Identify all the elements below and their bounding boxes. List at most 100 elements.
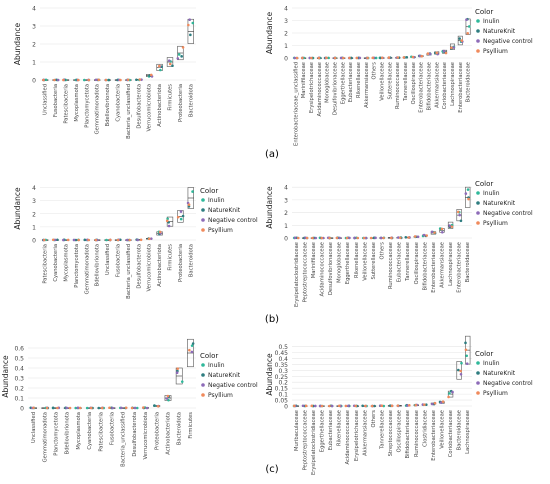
- data-point: [104, 78, 108, 82]
- data-point: [109, 238, 112, 242]
- data-point: [77, 238, 81, 242]
- legend-swatch: [201, 373, 205, 377]
- data-point: [62, 78, 65, 82]
- data-point: [327, 56, 330, 60]
- data-point: [317, 56, 321, 60]
- data-point: [458, 213, 461, 217]
- data-point: [94, 238, 98, 242]
- data-point: [77, 78, 80, 82]
- x-tick-label: Mycoplasmota: [64, 244, 70, 282]
- x-tick-label: Fusobacteria: [110, 412, 116, 445]
- data-point: [188, 348, 191, 352]
- x-tick-label: Oscillospiraceae: [414, 242, 420, 284]
- data-point: [382, 236, 385, 240]
- x-tick-label: Desulfobacterota: [136, 244, 142, 289]
- data-point: [176, 367, 180, 370]
- data-point: [423, 403, 426, 406]
- legend: Color Inulin NatureKnit Negative control Psy…: [475, 180, 533, 227]
- y-axis-label: Abundance: [265, 353, 274, 396]
- x-tick-label: Cyanobacteria: [87, 412, 93, 450]
- x-tick-label: Sutterellaceae: [387, 62, 393, 100]
- data-point: [374, 56, 378, 60]
- x-tick-label: Akkermansiaceae: [362, 410, 368, 456]
- x-tick-label: Erysipelatoclostridiaceae: [311, 410, 317, 475]
- x-tick-label: Clostridiaceae: [422, 410, 428, 447]
- data-point: [366, 56, 369, 60]
- x-tick-label: Bifidobacteriaceae: [405, 410, 411, 458]
- data-point: [176, 57, 180, 60]
- y-axis-label: Abundance: [265, 11, 274, 54]
- data-point: [166, 394, 170, 398]
- data-point: [328, 236, 331, 240]
- x-tick-label: Rikenellaceae: [356, 62, 362, 98]
- y-tick-label: 2: [32, 211, 36, 218]
- data-point: [45, 406, 49, 410]
- x-tick-label: Actinobacteriota: [157, 84, 163, 127]
- y-tick-label: 2: [284, 210, 288, 217]
- data-point: [133, 406, 137, 410]
- x-tick-label: Erysipelatoclostridiaceae: [294, 242, 300, 307]
- data-point: [328, 404, 331, 408]
- legend-swatch: [476, 361, 480, 365]
- data-point: [447, 395, 450, 399]
- data-point: [68, 406, 72, 410]
- data-point: [426, 52, 430, 55]
- row-label-c: (c): [265, 464, 278, 475]
- legend-item-label: Psyllium: [208, 392, 233, 399]
- x-tick-label: Lachnospiraceae: [465, 410, 471, 454]
- data-point: [358, 56, 362, 60]
- data-point: [442, 49, 446, 53]
- data-point: [153, 404, 156, 407]
- data-point: [380, 56, 384, 60]
- data-point: [76, 406, 80, 410]
- legend-item-label: Negative control: [483, 38, 533, 45]
- data-point: [181, 214, 185, 218]
- data-point: [424, 403, 428, 407]
- y-tick-label: 0: [32, 78, 36, 85]
- data-point: [149, 237, 153, 240]
- y-tick-label: 0.5: [278, 344, 288, 351]
- data-point: [168, 62, 172, 66]
- chart-panel-c-right: 00.050.10.150.20.250.30.350.40.450.5 Abun…: [265, 335, 533, 475]
- x-tick-label: Rikenellaceae: [354, 242, 360, 278]
- x-tick-label: Bacteroidota: [188, 244, 194, 277]
- legend-item-label: Inulin: [483, 360, 500, 367]
- x-tick-label: Enterobacteriaceae: [457, 242, 463, 293]
- legend-swatch: [476, 381, 480, 385]
- y-tick-label: 1: [284, 223, 288, 230]
- data-point: [450, 46, 453, 50]
- y-tick-label: 4: [284, 6, 288, 13]
- x-tick-label: Oscillospiraceae: [397, 410, 403, 452]
- x-tick-label: Eggerthellaceae: [345, 242, 351, 284]
- y-tick-label: 2: [284, 31, 288, 38]
- legend-item-label: Negative control: [208, 217, 258, 224]
- data-point: [382, 404, 386, 408]
- x-tick-label: Firmicutes: [168, 84, 174, 111]
- x-tick-label: Firmicutes: [168, 244, 174, 271]
- x-tick-label: Verrucomicrobiota: [143, 412, 149, 459]
- data-point: [191, 190, 194, 193]
- data-point: [111, 406, 114, 410]
- data-point: [422, 233, 426, 237]
- data-point: [396, 404, 400, 407]
- data-point: [418, 54, 422, 58]
- legend-swatch: [201, 383, 205, 387]
- data-point: [179, 217, 183, 221]
- data-point: [176, 215, 180, 219]
- x-tick-label: Bacteria_unclassified: [126, 244, 132, 299]
- x-tick-label: Patescibacteria: [98, 412, 104, 452]
- data-point: [347, 404, 350, 408]
- legend: Color Inulin NatureKnit Negative control Psy…: [475, 350, 533, 397]
- data-point: [341, 56, 345, 60]
- x-tick-label: Coriobacteriaceae: [442, 62, 448, 109]
- legend-item-label: Negative control: [483, 210, 533, 217]
- legend-swatch: [476, 371, 480, 375]
- y-tick-label: 2: [32, 42, 36, 49]
- x-tick-label: Desulfovibrionaceae: [328, 242, 334, 295]
- data-point: [465, 354, 469, 358]
- chart-panel-a-right: 0 1 2 3 4 Abundance Enterobacteriaceae_unclass…: [265, 6, 533, 146]
- data-point: [335, 236, 339, 240]
- data-point: [356, 236, 359, 240]
- data-point: [411, 55, 415, 59]
- x-tick-label: Akkermansiaceae: [364, 62, 370, 108]
